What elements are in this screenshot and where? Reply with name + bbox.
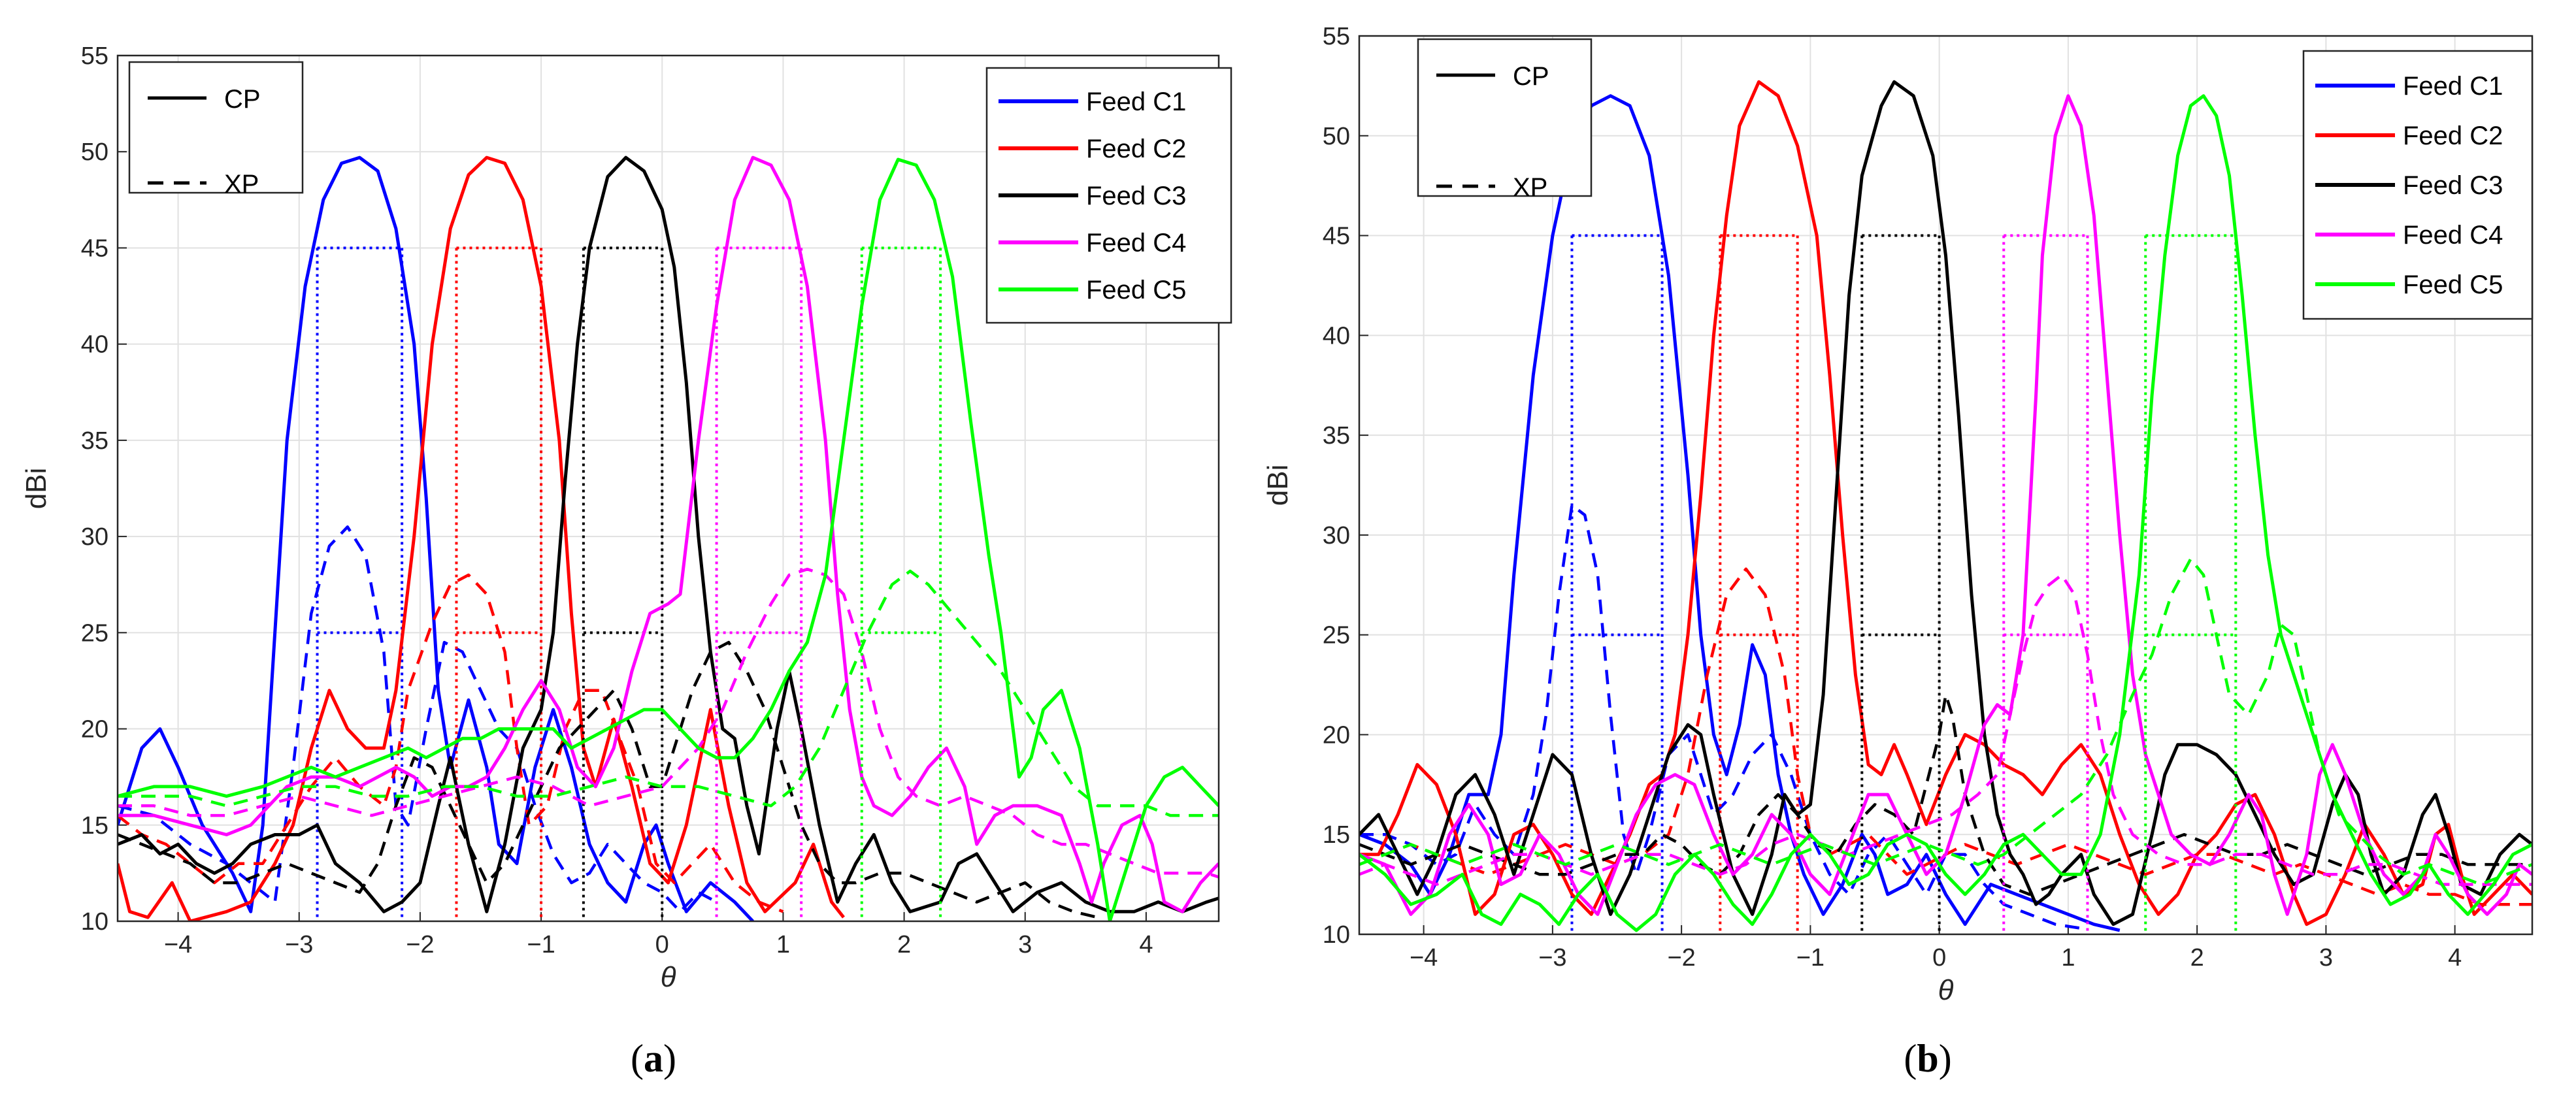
chart-panel-a: −4 −3 −2 −1 0 1 2 3 4 10 15 20 25 30 35 40 45 50 55 θ dBi CP X… <box>20 42 1232 1080</box>
y-tick-label: 10 <box>81 908 108 936</box>
axes-frame <box>116 54 1220 923</box>
feed-c3-cp-line <box>118 156 1219 913</box>
x-axis-label: θ <box>1938 974 1954 1006</box>
x-tick-label: −3 <box>1538 944 1566 972</box>
x-tick-label: −2 <box>1667 944 1695 972</box>
feed-c1-cp-line <box>1359 94 2121 932</box>
feed-c2-xp-line <box>118 573 784 913</box>
caption-close-paren: ) <box>663 1037 676 1080</box>
style-legend: CP XP <box>1417 38 1593 202</box>
x-tick-label: −2 <box>406 931 434 958</box>
caption-open-paren: ( <box>1904 1037 1917 1080</box>
legend-label-feed-c4: Feed C4 <box>2403 221 2503 250</box>
x-tick-label: 1 <box>776 931 790 958</box>
caption-letter: b <box>1917 1037 1938 1080</box>
axes-frame <box>1358 35 2534 936</box>
x-tick-label: −1 <box>527 931 555 958</box>
legend-label-feed-c3: Feed C3 <box>1086 182 1186 210</box>
x-tick-label: −3 <box>285 931 313 958</box>
x-tick-label: −4 <box>1410 944 1438 972</box>
legend-label-feed-c3: Feed C3 <box>2403 171 2503 200</box>
x-tick-label: 2 <box>897 931 911 958</box>
legend-label-feed-c2: Feed C2 <box>2403 122 2503 150</box>
feed-c2-xp-line <box>1359 567 2532 906</box>
y-axis-label: dBi <box>1262 465 1294 506</box>
feed-c5-cp-line <box>1359 94 2532 932</box>
y-axis-label: dBi <box>20 468 52 510</box>
y-tick-label: 45 <box>1323 223 1350 250</box>
x-tick-label: −4 <box>164 931 192 958</box>
style-legend-label-cp: CP <box>224 85 261 114</box>
legend-label-feed-c5: Feed C5 <box>2403 270 2503 299</box>
style-legend-label-cp: CP <box>1513 62 1549 91</box>
x-tick-label: 4 <box>1139 931 1153 958</box>
y-tick-label: 55 <box>81 42 108 70</box>
y-tick-label: 20 <box>1323 721 1350 749</box>
legend-label-feed-c5: Feed C5 <box>1086 276 1186 304</box>
feed-legend: Feed C1 Feed C2 Feed C3 Feed C4 Feed C5 <box>985 67 1232 324</box>
feed-c4-cp-line <box>1359 94 2532 916</box>
y-tick-label: 25 <box>1323 622 1350 649</box>
feed-c5-cp-line <box>118 157 1219 921</box>
y-tick-label: 40 <box>81 331 108 359</box>
x-tick-label: −1 <box>1796 944 1825 972</box>
x-tick-label: 0 <box>655 931 669 958</box>
y-tick-label: 40 <box>1323 322 1350 350</box>
y-tick-label: 50 <box>81 139 108 166</box>
y-tick-label: 45 <box>81 235 108 262</box>
feed-c1-xp-line <box>1359 503 2081 930</box>
legend-label-feed-c1: Feed C1 <box>1086 88 1186 116</box>
caption-letter: a <box>644 1037 663 1080</box>
x-tick-label: 1 <box>2061 944 2075 972</box>
legend-label-feed-c1: Feed C1 <box>2403 72 2503 101</box>
feed-c1-xp-line <box>118 525 718 913</box>
y-tick-label: 20 <box>81 716 108 744</box>
chart-panel-b: −4 −3 −2 −1 0 1 2 3 4 10 15 20 25 30 35 40 45 50 55 θ dBi CP X… <box>1262 23 2534 1080</box>
feed-c5-xp-line <box>118 569 1219 817</box>
legend-label-feed-c4: Feed C4 <box>1086 229 1186 257</box>
feed-c4-cp-line <box>118 156 1219 913</box>
x-tick-label: 2 <box>2190 944 2204 972</box>
style-legend-box <box>128 61 304 194</box>
series-group <box>1359 80 2532 934</box>
legend-label-feed-c2: Feed C2 <box>1086 135 1186 163</box>
panel-caption: (b) <box>1904 1037 1951 1080</box>
style-legend-box <box>1417 38 1593 197</box>
caption-close-paren: ) <box>1939 1037 1952 1080</box>
y-tick-label: 30 <box>1323 522 1350 549</box>
feed-c4-xp-line <box>1359 573 2532 886</box>
y-tick-label: 15 <box>1323 821 1350 849</box>
y-tick-label: 15 <box>81 812 108 840</box>
y-tick-label: 55 <box>1323 23 1350 50</box>
x-tick-label: 3 <box>2319 944 2333 972</box>
y-tick-label: 35 <box>1323 422 1350 450</box>
style-legend: CP XP <box>128 61 304 199</box>
style-legend-label-xp: XP <box>1513 173 1547 202</box>
panel-caption: (a) <box>631 1037 676 1080</box>
caption-open-paren: ( <box>631 1037 644 1080</box>
y-tick-label: 50 <box>1323 123 1350 150</box>
y-tick-label: 25 <box>81 619 108 647</box>
feed-c4-xp-line <box>118 567 1219 879</box>
style-legend-label-xp: XP <box>224 170 259 199</box>
x-axis-label: θ <box>661 961 676 993</box>
y-tick-label: 35 <box>81 427 108 455</box>
feed-legend: Feed C1 Feed C2 Feed C3 Feed C4 Feed C5 <box>2302 50 2534 320</box>
x-tick-label: 3 <box>1018 931 1032 958</box>
x-tick-label: 0 <box>1932 944 1946 972</box>
x-tick-label: 4 <box>2448 944 2462 972</box>
y-tick-label: 10 <box>1323 921 1350 949</box>
y-tick-label: 30 <box>81 523 108 551</box>
series-group <box>118 156 1219 921</box>
